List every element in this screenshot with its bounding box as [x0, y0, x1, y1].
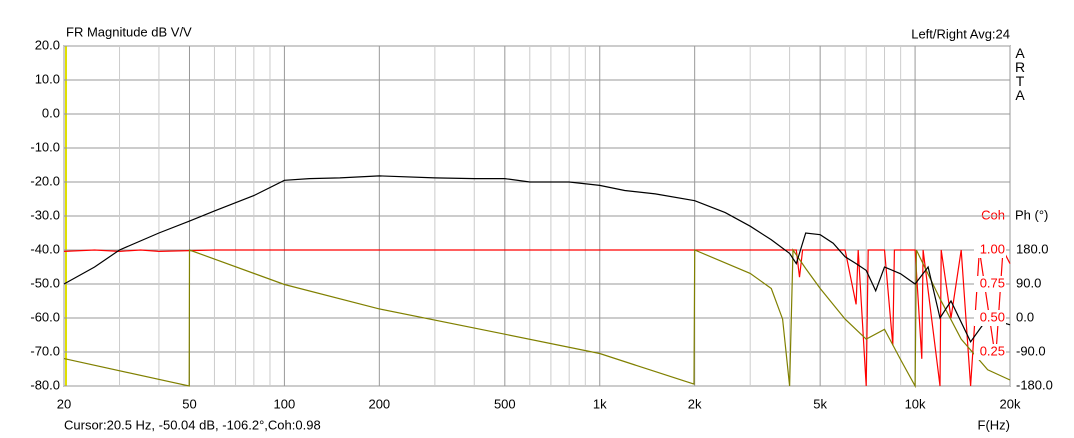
x-tick-label: 5k — [813, 396, 827, 411]
y-tick-label: -80.0 — [30, 377, 60, 392]
y3-tick-bg — [974, 276, 1006, 292]
x-tick-label: 50 — [182, 396, 196, 411]
y-tick-label: 10.0 — [35, 71, 60, 86]
y-tick-label: -60.0 — [30, 309, 60, 324]
x-tick-label: 100 — [274, 396, 296, 411]
x-tick-label: 20 — [57, 396, 71, 411]
chart-title: FR Magnitude dB V/V — [66, 24, 192, 39]
x-axis-label: F(Hz) — [978, 417, 1011, 432]
y2-tick-label: 180.0 — [1016, 241, 1049, 256]
y3-axis-label: Coh — [981, 207, 1005, 222]
y-tick-label: 20.0 — [35, 37, 60, 52]
x-tick-label: 10k — [905, 396, 926, 411]
y3-tick-label: 0.25 — [980, 343, 1005, 358]
y3-tick-label: 0.50 — [980, 309, 1005, 324]
series-line — [63, 175, 1011, 343]
cursor-text: Cursor:20.5 Hz, -50.04 dB, -106.2°,Coh:0… — [64, 417, 321, 432]
y2-tick-label: -180.0 — [1016, 377, 1053, 392]
logo: ARTA — [1014, 45, 1026, 103]
y2-tick-label: 90.0 — [1016, 275, 1041, 290]
series-line — [63, 248, 1011, 389]
y3-tick-label: 0.75 — [980, 275, 1005, 290]
y2-axis-label: Ph (°) — [1015, 207, 1048, 222]
x-tick-label: 500 — [494, 396, 516, 411]
x-tick-label: 20k — [1000, 396, 1021, 411]
y-tick-label: 0.0 — [42, 105, 60, 120]
y2-tick-label: -90.0 — [1016, 343, 1046, 358]
y-tick-label: -10.0 — [30, 139, 60, 154]
series-line — [63, 247, 1011, 387]
y2-tick-label: 0.0 — [1016, 309, 1034, 324]
x-tick-label: 200 — [368, 396, 390, 411]
y3-tick-label: 1.00 — [980, 241, 1005, 256]
y-tick-label: -70.0 — [30, 343, 60, 358]
y-tick-label: -20.0 — [30, 173, 60, 188]
y3-tick-bg — [974, 310, 1006, 326]
header-right: Left/Right Avg:24 — [911, 26, 1010, 41]
y3-tick-bg — [974, 242, 1006, 258]
y-tick-label: -50.0 — [30, 275, 60, 290]
y-tick-label: -40.0 — [30, 241, 60, 256]
y3-tick-bg — [974, 344, 1006, 360]
y-tick-label: -30.0 — [30, 207, 60, 222]
x-tick-label: 1k — [593, 396, 607, 411]
x-tick-label: 2k — [688, 396, 702, 411]
